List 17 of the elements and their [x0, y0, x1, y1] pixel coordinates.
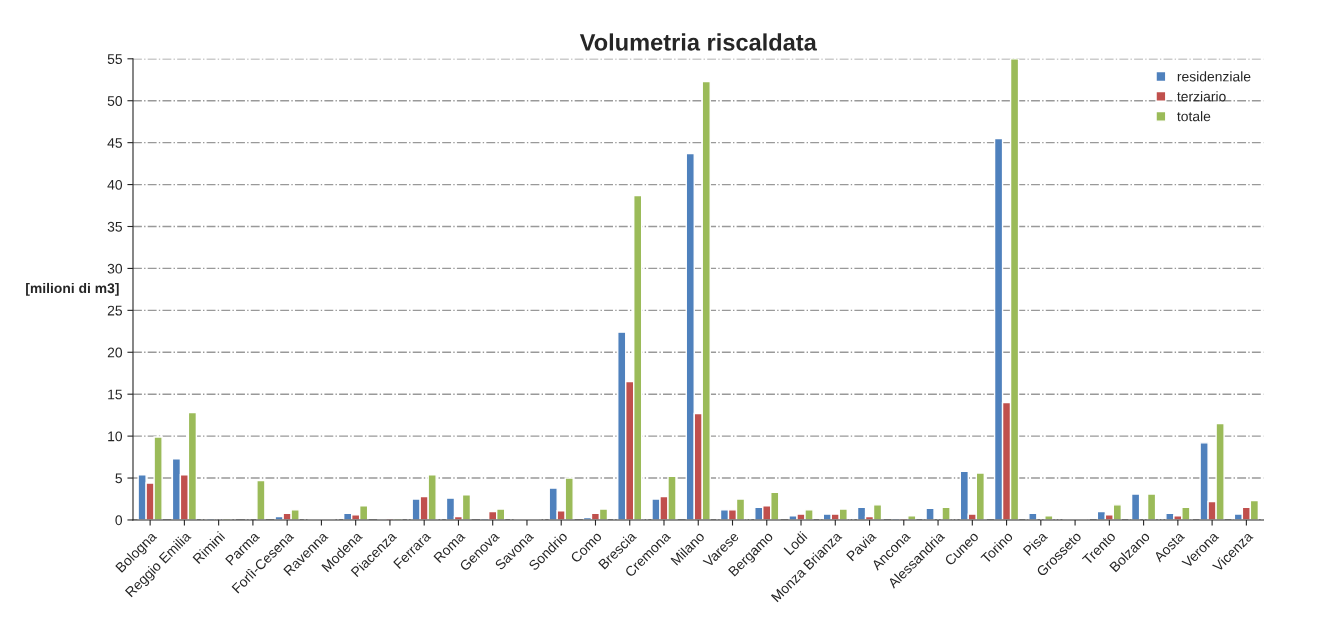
y-tick-label: 50	[107, 96, 123, 106]
chart-title: Volumetria riscaldata	[579, 33, 817, 51]
y-tick-label: 40	[107, 179, 123, 190]
y-tick-label: 5	[115, 473, 122, 484]
y-tick-label: 15	[108, 389, 122, 400]
y-tick-label: 0	[115, 515, 123, 526]
y-tick-label: 30	[107, 263, 123, 274]
legend-label: terziario	[1177, 91, 1226, 102]
legend-label: residenziale	[1177, 71, 1251, 82]
y-tick-label: 55	[107, 54, 122, 64]
y-tick-label: 45	[107, 138, 122, 148]
y-tick-label: 20	[107, 347, 123, 358]
y-tick-label: 35	[107, 221, 122, 232]
y-tick-label: 25	[107, 305, 122, 316]
legend-label: totale	[1177, 111, 1211, 122]
y-tick-label: 10	[108, 431, 123, 442]
y-axis-title: [milioni di m3]	[26, 282, 119, 296]
